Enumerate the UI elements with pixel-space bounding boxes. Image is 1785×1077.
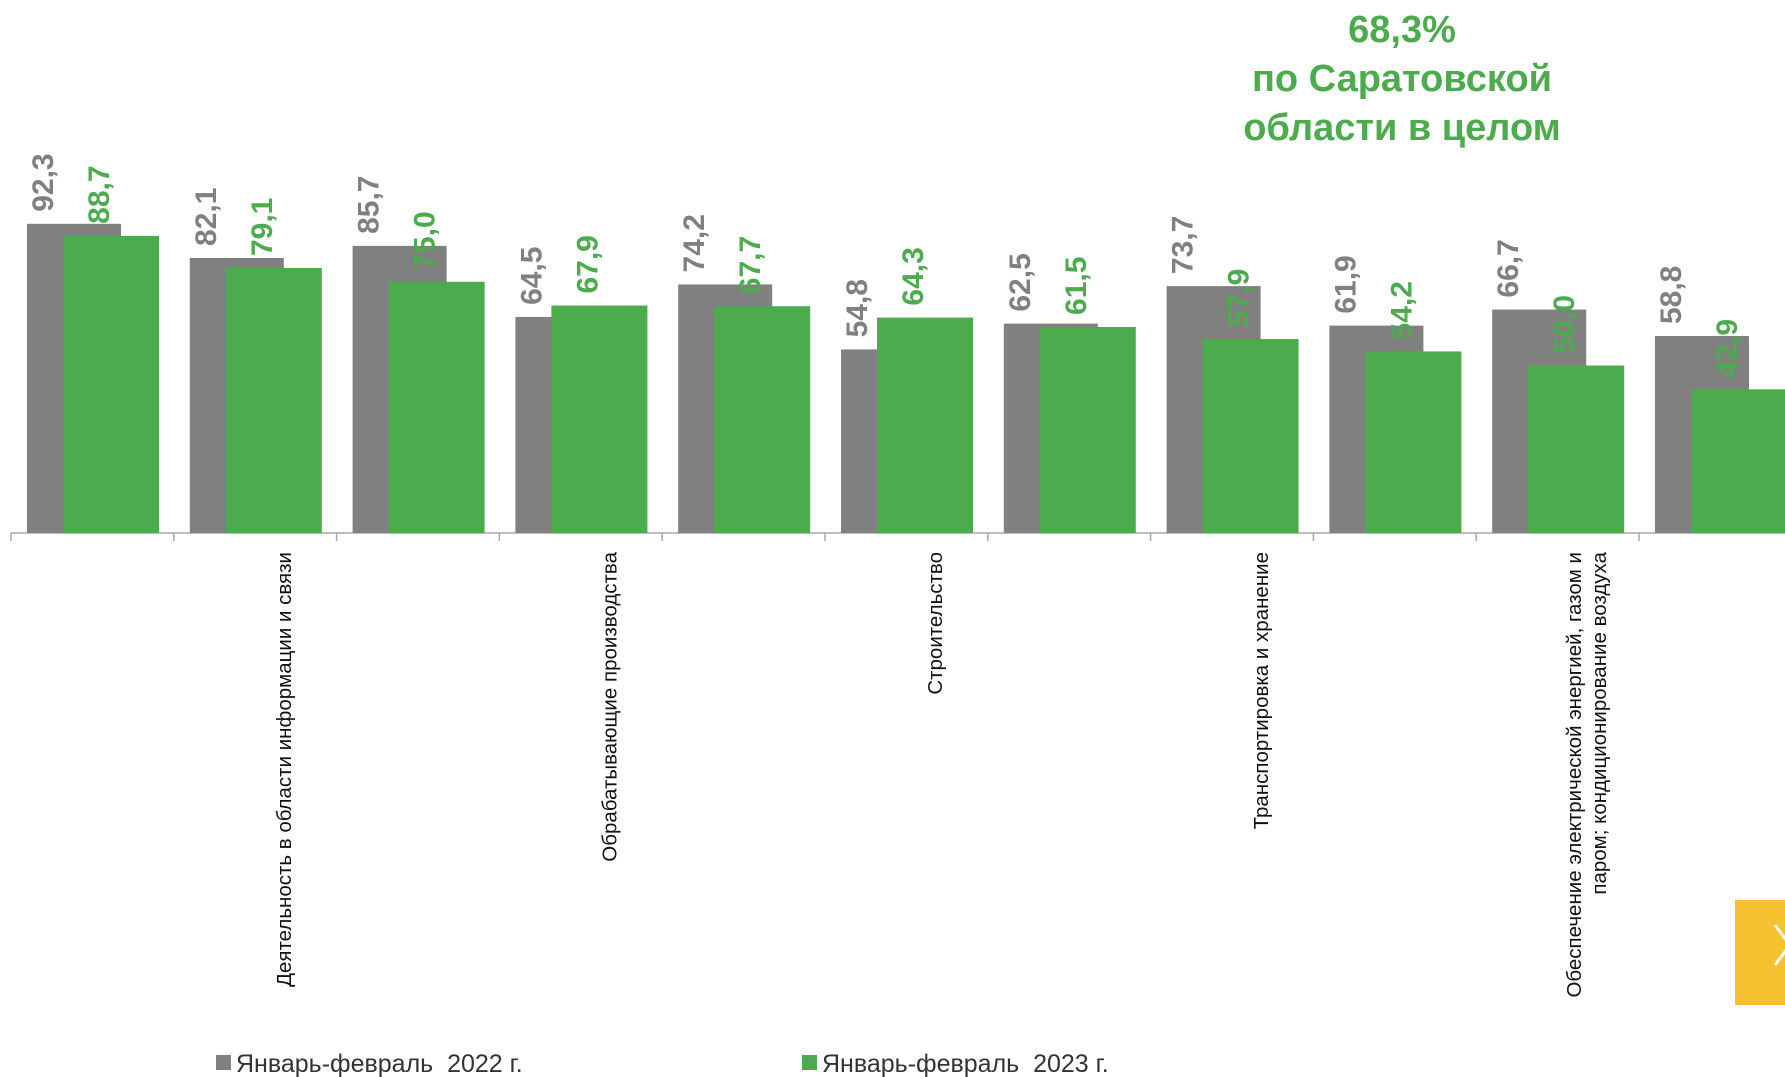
data-label: 61,9 <box>1329 255 1362 313</box>
bar <box>551 305 648 533</box>
bar <box>63 235 159 534</box>
bar <box>1039 326 1136 533</box>
data-label: 67,9 <box>571 235 604 293</box>
data-label: 82,1 <box>190 188 223 246</box>
x-tick-label: Обеспечение электрической энергией, газо… <box>1563 551 1611 997</box>
data-label: 85,7 <box>353 176 386 234</box>
bar <box>877 317 973 533</box>
nav-button[interactable] <box>1735 900 1785 1005</box>
x-tick-label: Транспортировка и хранение <box>1250 552 1273 829</box>
data-label: 54,8 <box>841 279 874 337</box>
data-label: 61,5 <box>1060 257 1093 315</box>
legend-swatch <box>802 1055 817 1070</box>
bar <box>1528 365 1625 533</box>
data-label: 62,5 <box>1004 253 1037 311</box>
legend-swatch <box>216 1055 231 1070</box>
data-label: 57,9 <box>1223 269 1256 327</box>
x-tick-label: Деятельность в области информации и связ… <box>273 552 296 987</box>
bar <box>388 281 485 533</box>
data-label: 42,9 <box>1711 319 1744 377</box>
bar <box>1365 351 1462 533</box>
data-label: 66,7 <box>1492 239 1525 297</box>
x-tick-label: Строительство <box>924 552 947 695</box>
data-label: 88,7 <box>83 165 116 223</box>
bar <box>714 306 811 533</box>
annotation: области в целом <box>1243 107 1561 149</box>
data-label: 58,8 <box>1655 266 1688 324</box>
data-label: 74,2 <box>678 214 711 272</box>
data-label: 50,0 <box>1548 295 1581 353</box>
annotation: по Саратовской <box>1252 58 1552 100</box>
data-label: 54,2 <box>1385 281 1418 339</box>
data-label: 64,5 <box>515 247 548 305</box>
bar <box>225 268 322 533</box>
data-label: 92,3 <box>27 153 60 211</box>
bar <box>1202 339 1299 533</box>
legend-label: Январь-февраль 2023 г. <box>822 1050 1109 1077</box>
x-tick-label: Обрабатывающие производства <box>599 551 622 861</box>
data-label: 75,0 <box>409 211 442 269</box>
legend-label: Январь-февраль 2022 г. <box>236 1050 523 1077</box>
data-label: 73,7 <box>1167 216 1200 274</box>
data-label: 67,7 <box>734 236 767 294</box>
data-label: 64,3 <box>897 247 930 305</box>
annotation: 68,3% <box>1348 9 1456 51</box>
nav-arrow <box>1773 924 1785 966</box>
bar <box>1691 389 1785 533</box>
data-label: 79,1 <box>246 198 279 256</box>
